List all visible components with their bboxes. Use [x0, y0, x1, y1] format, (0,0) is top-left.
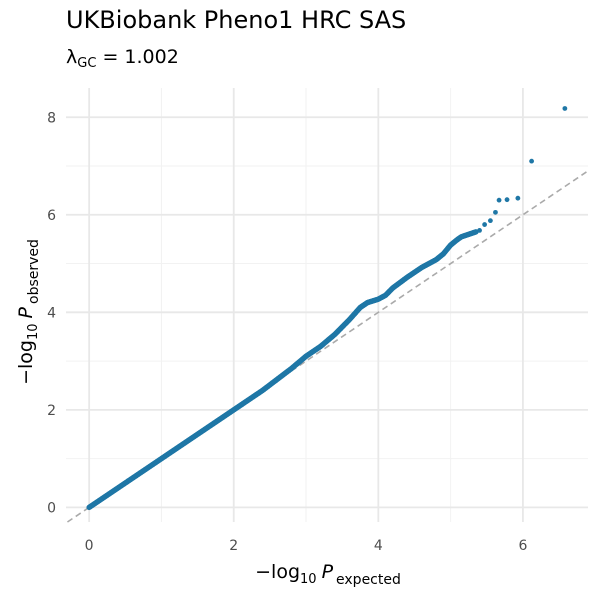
- x-tick-label: 2: [229, 538, 238, 554]
- data-point: [482, 222, 488, 227]
- y-axis-title: −log10 Pobserved: [15, 239, 42, 385]
- x-tick-labels: 0 2 4 6: [85, 538, 528, 554]
- y-tick-label: 8: [47, 110, 56, 126]
- y-tick-label: 0: [47, 500, 56, 516]
- chart-title: UKBiobank Pheno1 HRC SAS: [66, 6, 407, 34]
- y-tick-label: 2: [47, 403, 56, 419]
- x-axis-title-base: 10: [300, 572, 317, 587]
- data-points: [86, 106, 568, 511]
- x-tick-label: 6: [518, 538, 527, 554]
- lambda-subscript: GC: [77, 56, 97, 71]
- y-tick-labels: 0 2 4 6 8: [47, 110, 56, 516]
- x-axis-title-subscript: expected: [336, 572, 401, 588]
- x-tick-label: 4: [374, 538, 383, 554]
- grid-major: [66, 88, 588, 522]
- y-tick-label: 6: [47, 208, 56, 224]
- data-point: [487, 218, 493, 224]
- y-axis-title-base: 10: [26, 323, 41, 340]
- x-axis-title-prefix: −log: [255, 561, 300, 583]
- x-tick-label: 0: [85, 538, 94, 554]
- lambda-symbol: λ: [66, 46, 78, 68]
- data-point: [477, 227, 482, 233]
- data-point: [562, 106, 568, 111]
- grid-minor: [66, 88, 588, 522]
- data-point: [504, 197, 510, 203]
- y-axis-title-subscript: observed: [26, 239, 42, 304]
- lambda-value: = 1.002: [102, 46, 179, 68]
- data-point: [515, 195, 521, 201]
- y-tick-label: 4: [47, 305, 56, 321]
- y-axis-title-var: P: [15, 306, 37, 318]
- data-point: [496, 197, 502, 203]
- x-axis-title-var: P: [322, 561, 334, 583]
- data-point: [529, 158, 535, 164]
- data-point: [493, 209, 498, 215]
- y-axis-title-prefix: −log: [15, 340, 37, 385]
- chart-subtitle: λGC = 1.002: [66, 46, 179, 71]
